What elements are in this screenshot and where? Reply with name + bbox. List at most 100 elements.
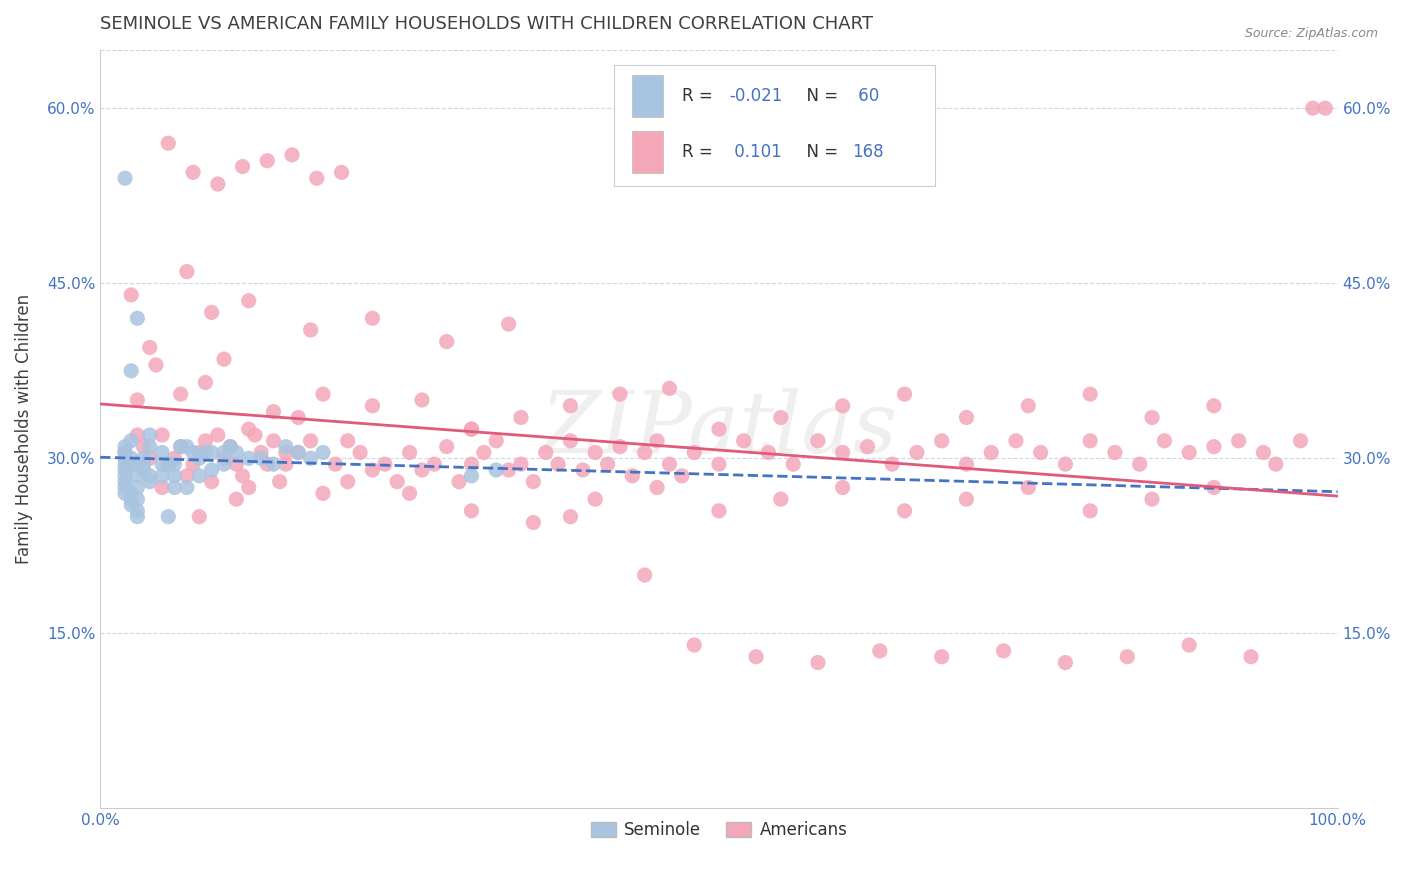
Point xyxy=(955,457,977,471)
Point xyxy=(336,475,359,489)
Point xyxy=(201,475,224,489)
Point xyxy=(387,475,409,489)
Point xyxy=(127,481,149,495)
Point xyxy=(212,352,235,367)
Point xyxy=(157,457,180,471)
Point xyxy=(163,451,186,466)
Point xyxy=(139,468,162,483)
Point xyxy=(1178,445,1201,459)
Point xyxy=(114,451,136,466)
Point xyxy=(980,445,1002,459)
Point xyxy=(256,457,278,471)
Point xyxy=(269,475,291,489)
Point xyxy=(782,457,804,471)
Point xyxy=(460,504,482,518)
Point xyxy=(120,492,142,507)
Point xyxy=(893,504,915,518)
Point xyxy=(201,305,224,319)
Point xyxy=(312,387,335,401)
Point xyxy=(634,568,657,582)
Point xyxy=(225,445,247,459)
Point xyxy=(856,440,879,454)
Point xyxy=(436,334,458,349)
Point xyxy=(583,492,606,507)
Point xyxy=(510,457,533,471)
Point xyxy=(145,358,167,372)
Point xyxy=(361,399,384,413)
Point xyxy=(238,422,260,436)
Point xyxy=(449,475,471,489)
Point xyxy=(560,434,582,448)
Text: 168: 168 xyxy=(852,143,884,161)
Point xyxy=(114,445,136,459)
Point xyxy=(194,434,217,448)
Y-axis label: Family Households with Children: Family Households with Children xyxy=(15,294,32,565)
Point xyxy=(250,451,273,466)
Point xyxy=(831,481,853,495)
Point xyxy=(132,457,155,471)
Point xyxy=(114,481,136,495)
Point xyxy=(1315,101,1337,115)
Point xyxy=(120,486,142,500)
Point xyxy=(312,445,335,459)
Point xyxy=(955,410,977,425)
Point xyxy=(263,404,285,418)
Point xyxy=(707,457,730,471)
Point xyxy=(120,364,142,378)
Point xyxy=(634,445,657,459)
Point xyxy=(460,468,482,483)
Text: SEMINOLE VS AMERICAN FAMILY HOUSEHOLDS WITH CHILDREN CORRELATION CHART: SEMINOLE VS AMERICAN FAMILY HOUSEHOLDS W… xyxy=(100,15,873,33)
Point xyxy=(621,468,644,483)
Point xyxy=(207,428,229,442)
Point xyxy=(522,516,544,530)
Point xyxy=(510,410,533,425)
Point xyxy=(931,649,953,664)
Point xyxy=(1140,492,1163,507)
Point xyxy=(212,445,235,459)
Point xyxy=(238,451,260,466)
Point xyxy=(534,445,557,459)
Point xyxy=(658,457,681,471)
Point xyxy=(127,509,149,524)
Point xyxy=(398,486,420,500)
Point xyxy=(170,440,193,454)
Point xyxy=(201,445,224,459)
Point xyxy=(831,399,853,413)
Point xyxy=(658,381,681,395)
Text: N =: N = xyxy=(796,143,844,161)
Point xyxy=(170,387,193,401)
Point xyxy=(127,428,149,442)
Point xyxy=(1078,504,1101,518)
Point xyxy=(114,463,136,477)
Point xyxy=(114,486,136,500)
Point xyxy=(869,644,891,658)
Point xyxy=(1017,481,1039,495)
Point xyxy=(472,445,495,459)
Point xyxy=(374,457,396,471)
Point xyxy=(219,440,242,454)
Point xyxy=(1264,457,1286,471)
Point xyxy=(120,434,142,448)
Point xyxy=(274,440,297,454)
Point xyxy=(993,644,1015,658)
Point xyxy=(807,434,830,448)
Point xyxy=(560,399,582,413)
Point xyxy=(120,288,142,302)
Point xyxy=(114,468,136,483)
Point xyxy=(181,445,204,459)
Point xyxy=(114,475,136,489)
Point xyxy=(170,440,193,454)
Point xyxy=(181,457,204,471)
Point xyxy=(120,498,142,512)
Point xyxy=(263,457,285,471)
Point xyxy=(212,457,235,471)
Point xyxy=(807,656,830,670)
Text: R =: R = xyxy=(682,143,718,161)
Point xyxy=(194,445,217,459)
Point xyxy=(1202,440,1225,454)
Point xyxy=(120,451,142,466)
Text: 60: 60 xyxy=(852,87,879,104)
Point xyxy=(1129,457,1152,471)
Point xyxy=(114,440,136,454)
Point xyxy=(287,410,309,425)
